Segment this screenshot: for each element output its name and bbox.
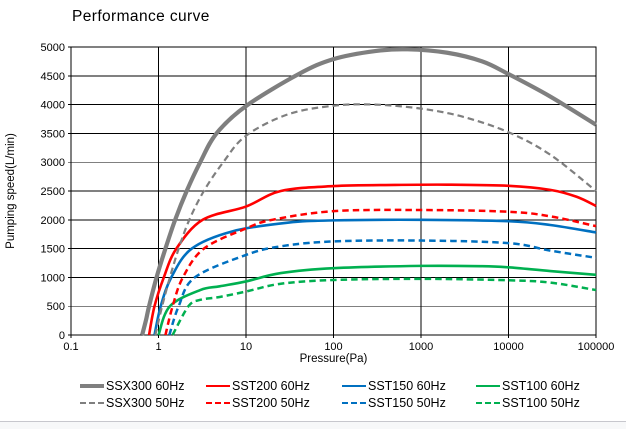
y-tick-label: 4500 (41, 71, 65, 83)
y-tick-label: 1000 (41, 272, 65, 284)
legend-item-ssx300-50hz: SSX300 50Hz (80, 396, 206, 410)
legend-item-sst150-50hz: SST150 50Hz (342, 396, 476, 410)
y-tick-label: 0 (59, 330, 65, 342)
legend-item-sst200-50hz: SST200 50Hz (206, 396, 342, 410)
curve-sst100-60hz (157, 264, 597, 336)
legend-label: SST200 50Hz (232, 395, 310, 410)
legend: SSX300 60Hz SST200 60Hz SST150 60Hz SST100 … (80, 377, 580, 411)
x-tick-label: 1000 (409, 341, 433, 353)
legend-line-sample (206, 384, 230, 387)
legend-line-sample (476, 401, 500, 404)
legend-item-sst100-50hz: SST100 50Hz (476, 396, 580, 410)
legend-label: SST200 60Hz (232, 378, 310, 393)
legend-line-sample (80, 401, 104, 404)
y-tick-label: 4000 (41, 100, 65, 112)
legend-item-sst150-60hz: SST150 60Hz (342, 379, 476, 393)
x-axis-title: Pressure(Pa) (299, 353, 368, 365)
y-tick-label: 3000 (41, 157, 65, 169)
legend-line-sample (342, 401, 366, 404)
legend-line-sample (206, 401, 230, 404)
curve-sst200-50hz (164, 208, 597, 336)
legend-line-sample (476, 384, 500, 387)
x-tick-label: 10000 (493, 341, 524, 353)
bottom-divider (0, 421, 626, 429)
legend-label: SSX300 60Hz (106, 378, 185, 393)
curve-sst200-60hz (147, 183, 597, 336)
y-tick-label: 3500 (41, 128, 65, 140)
legend-label: SST150 50Hz (368, 395, 446, 410)
curve-sst150-50hz (168, 239, 597, 336)
legend-line-sample (80, 383, 104, 388)
curve-sst100-50hz (171, 277, 597, 336)
y-tick-label: 2500 (41, 186, 65, 198)
x-tick-label: 100 (324, 341, 342, 353)
legend-line-sample (342, 384, 366, 387)
legend-label: SST100 60Hz (502, 378, 580, 393)
legend-label: SST100 50Hz (502, 395, 580, 410)
legend-item-sst200-60hz: SST200 60Hz (206, 379, 342, 393)
x-tick-label: 10 (240, 341, 252, 353)
y-tick-label: 5000 (41, 42, 65, 54)
x-tick-label: 1 (155, 341, 161, 353)
y-tick-label: 500 (47, 301, 65, 313)
x-tick-label: 100000 (578, 341, 615, 353)
legend-item-ssx300-60hz: SSX300 60Hz (80, 379, 206, 393)
curve-ssx300-60hz (140, 47, 597, 336)
curve-ssx300-50hz (154, 103, 597, 336)
y-axis-title: Pumping speed(L/min) (5, 133, 17, 249)
chart-title: Performance curve (72, 8, 210, 25)
y-tick-label: 2000 (41, 215, 65, 227)
performance-curve-plot: 0 500 1000 1500 2000 2500 3000 3500 4000 4500 5000… (41, 42, 615, 353)
y-tick-label: 1500 (41, 244, 65, 256)
x-tick-label: 0.1 (63, 341, 78, 353)
legend-item-sst100-60hz: SST100 60Hz (476, 379, 580, 393)
legend-label: SSX300 50Hz (106, 395, 185, 410)
legend-label: SST150 60Hz (368, 378, 446, 393)
